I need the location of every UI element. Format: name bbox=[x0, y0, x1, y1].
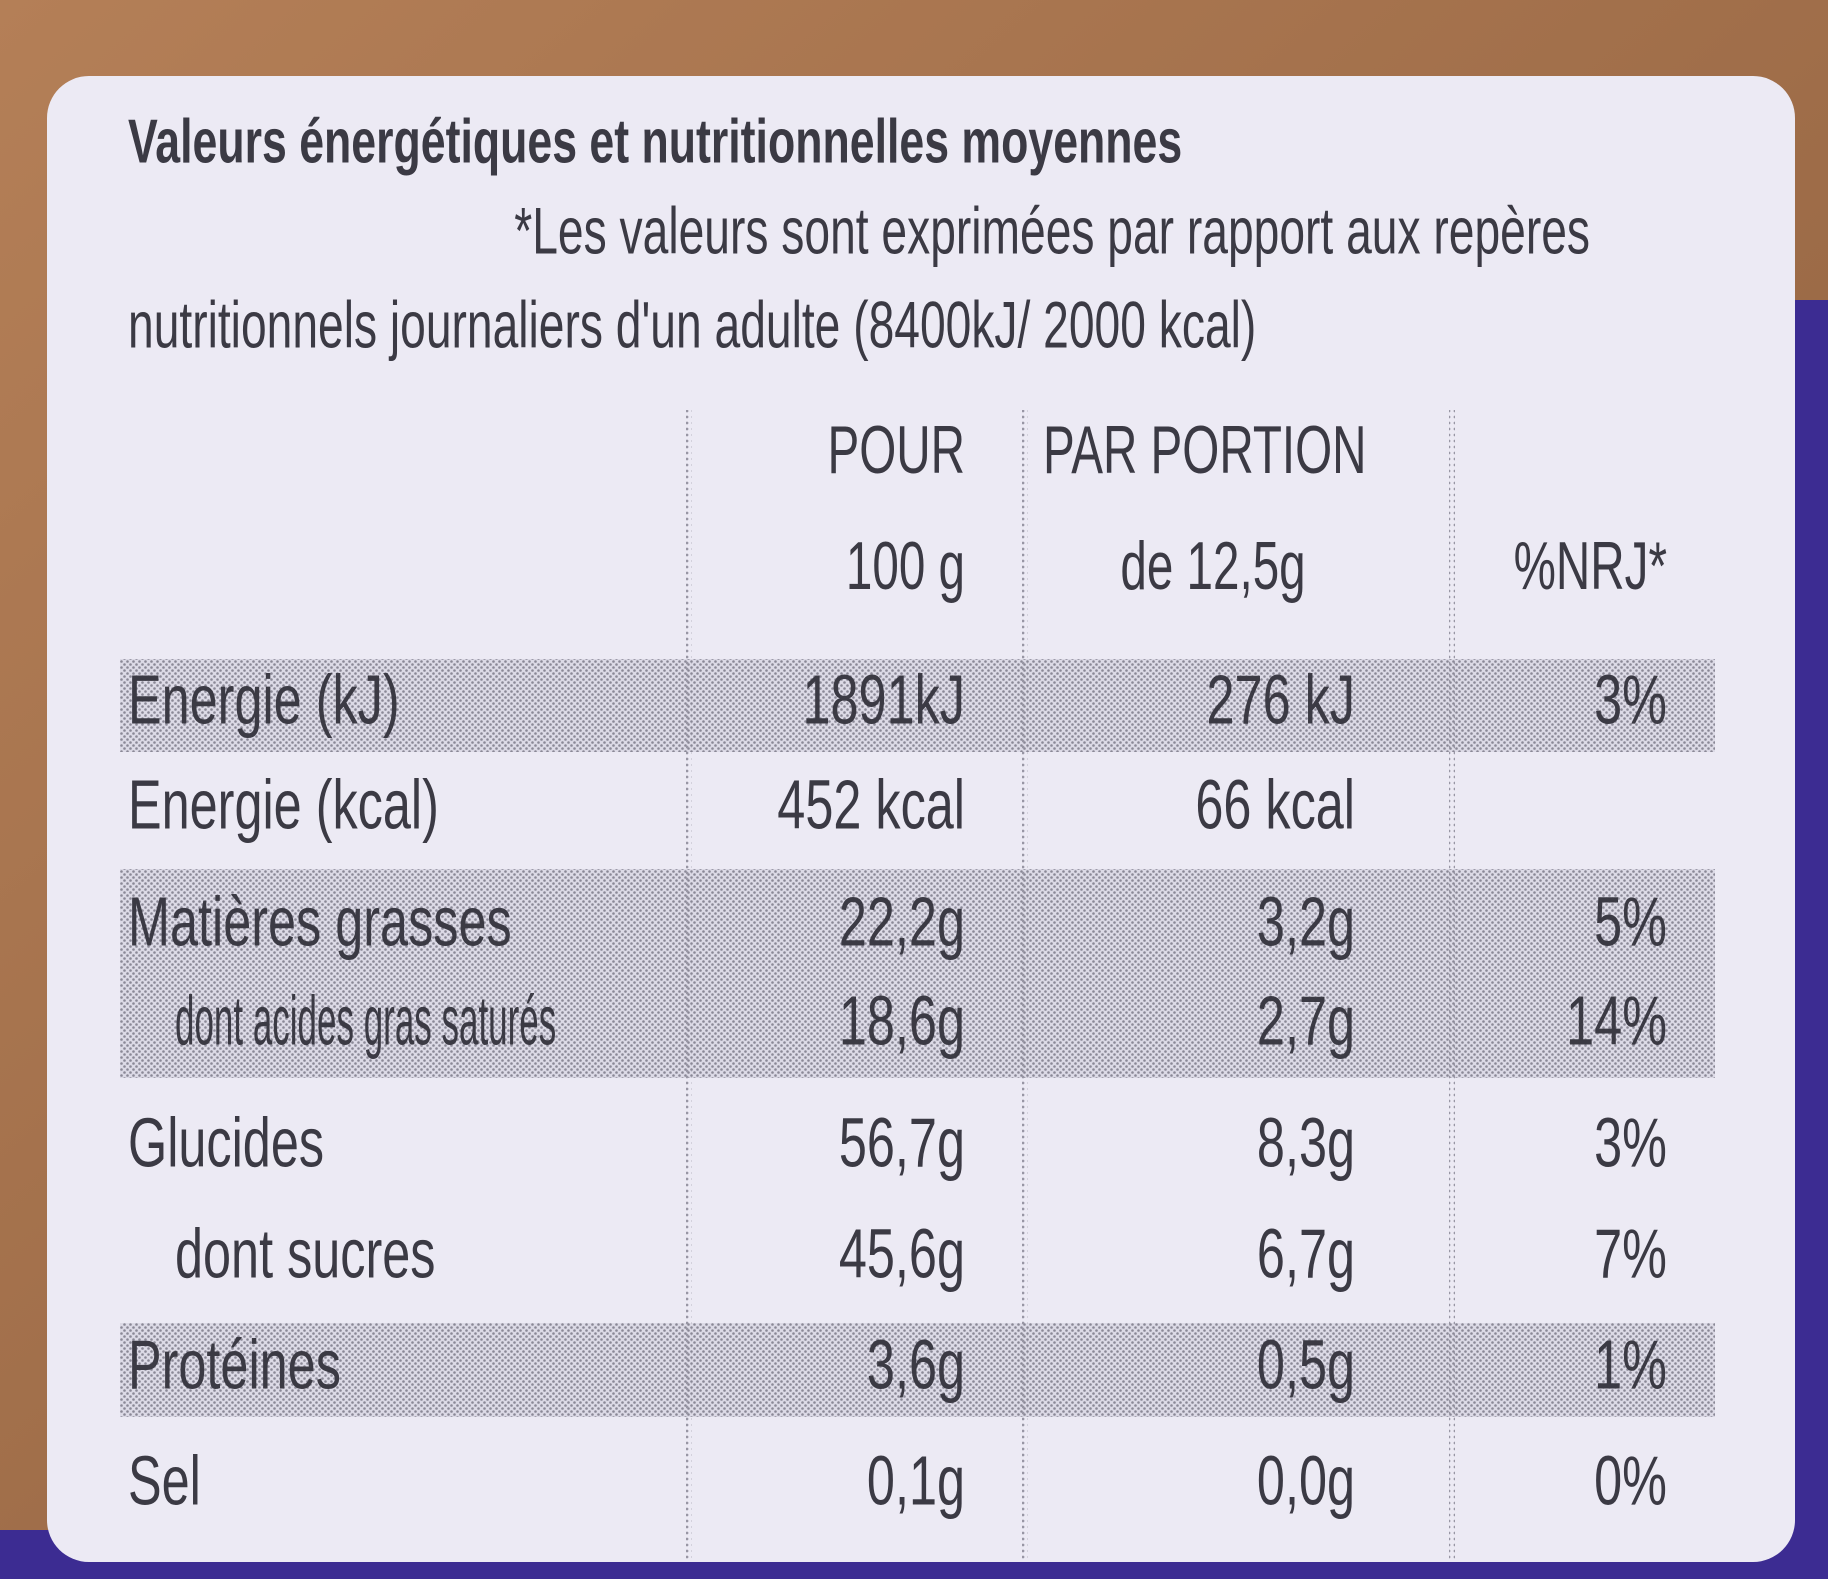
row-label: Energie (kJ) bbox=[128, 660, 400, 738]
cell-value: 6,7g bbox=[1257, 1214, 1355, 1292]
cell-value: 0,1g bbox=[867, 1441, 965, 1519]
row-label: Matières grasses bbox=[128, 882, 512, 960]
cell-value: 56,7g bbox=[839, 1103, 965, 1181]
row-label: Sel bbox=[128, 1441, 201, 1519]
column-separator bbox=[1022, 410, 1028, 1560]
column-header: POUR bbox=[827, 413, 965, 488]
cell-value: 452 kcal bbox=[777, 765, 965, 843]
row-label: dont sucres bbox=[175, 1214, 436, 1292]
column-separator bbox=[686, 410, 692, 1560]
cell-value: 14% bbox=[1566, 981, 1667, 1059]
cell-value: 1% bbox=[1594, 1325, 1667, 1403]
column-header: 100 g bbox=[846, 529, 965, 604]
cell-value: 3% bbox=[1594, 1103, 1667, 1181]
cell-value: 8,3g bbox=[1257, 1103, 1355, 1181]
note-line: nutritionnels journaliers d'un adulte (8… bbox=[128, 288, 1256, 362]
cell-value: 3,2g bbox=[1257, 882, 1355, 960]
column-header: de 12,5g bbox=[1120, 529, 1305, 604]
cell-value: 3% bbox=[1594, 660, 1667, 738]
cell-value: 45,6g bbox=[839, 1214, 965, 1292]
cell-value: 3,6g bbox=[867, 1325, 965, 1403]
column-separator bbox=[1449, 410, 1455, 1560]
cell-value: 276 kJ bbox=[1207, 660, 1355, 738]
cell-value: 1891kJ bbox=[802, 660, 965, 738]
column-header: PAR PORTION bbox=[1043, 413, 1367, 488]
cell-value: 7% bbox=[1594, 1214, 1667, 1292]
column-header: %NRJ* bbox=[1514, 529, 1667, 604]
title: Valeurs énergétiques et nutritionnelles … bbox=[128, 107, 1182, 176]
cell-value: 0% bbox=[1594, 1441, 1667, 1519]
row-label: dont acides gras saturés bbox=[175, 981, 556, 1059]
panel bbox=[47, 76, 1795, 1562]
cell-value: 0,0g bbox=[1257, 1441, 1355, 1519]
note-line: *Les valeurs sont exprimées par rapport … bbox=[514, 194, 1590, 268]
cell-value: 66 kcal bbox=[1195, 765, 1355, 843]
cell-value: 18,6g bbox=[839, 981, 965, 1059]
row-label: Energie (kcal) bbox=[128, 765, 439, 843]
row-label: Protéines bbox=[128, 1325, 341, 1403]
cell-value: 2,7g bbox=[1257, 981, 1355, 1059]
row-label: Glucides bbox=[128, 1103, 324, 1181]
cell-value: 5% bbox=[1594, 882, 1667, 960]
cell-value: 22,2g bbox=[839, 882, 965, 960]
cell-value: 0,5g bbox=[1257, 1325, 1355, 1403]
